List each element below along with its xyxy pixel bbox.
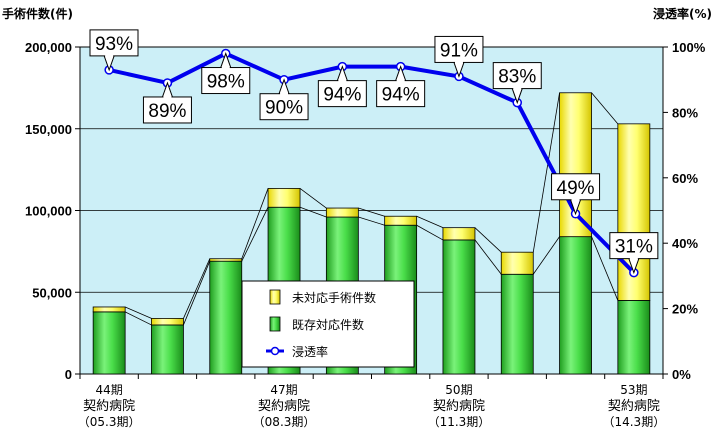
bar-unaddressed <box>384 215 418 226</box>
y-right-tick-label: 60% <box>672 171 698 186</box>
connector-existing <box>474 239 502 275</box>
connector-existing <box>299 206 327 218</box>
x-category-label: （14.3期） <box>602 415 665 429</box>
connector-existing <box>358 216 385 226</box>
y-left-axis-title: 手術件数(件) <box>2 6 73 21</box>
x-category-label: （08.3期） <box>253 415 316 429</box>
bar-unaddressed <box>325 207 359 218</box>
connector-existing <box>532 236 560 275</box>
connector-total <box>183 258 211 319</box>
connector-existing <box>241 207 269 262</box>
bar-unaddressed <box>151 318 184 326</box>
axes: 0 50,000 100,000 150,000 200,000 0% 20% 40% 60% 8… <box>25 40 706 429</box>
connector-total <box>532 92 560 253</box>
y-left-tick-label: 0 <box>65 367 72 382</box>
connector-total <box>358 207 385 217</box>
connector-existing <box>124 311 152 326</box>
legend-marker <box>270 346 280 356</box>
connector-total <box>474 227 502 253</box>
connector-total <box>591 92 619 125</box>
penetration-label: 90% <box>265 98 303 119</box>
x-category-label: （11.3期） <box>428 415 491 429</box>
legend-label: 未対応手術件数 <box>292 290 376 305</box>
callout-box <box>201 67 251 95</box>
bar-existing <box>617 300 651 375</box>
y-right-tick-label: 40% <box>672 236 698 251</box>
connector-total <box>299 188 327 209</box>
penetration-labels: 93% 89% 98% 90% 94% 94% 91% 83% 49% 31% <box>89 29 659 275</box>
y-right-tick-label: 100% <box>672 40 706 55</box>
callout-box <box>89 29 139 57</box>
y-left-tick-label: 200,000 <box>25 40 72 55</box>
legend-label: 浸透率 <box>292 344 328 359</box>
penetration-label: 94% <box>382 85 420 106</box>
x-category-label: （05.3期） <box>78 415 141 429</box>
y-right-tick-label: 0% <box>672 367 691 382</box>
penetration-line <box>104 48 639 278</box>
y-right-axis-title: 浸透率(%) <box>653 6 712 21</box>
connector-existing <box>591 236 619 301</box>
bar-unaddressed <box>209 258 243 262</box>
penetration-label: 89% <box>148 101 186 122</box>
bar-existing <box>92 311 126 375</box>
callout-box <box>609 232 659 260</box>
legend-label: 既存対応件数 <box>292 317 364 332</box>
penetration-line-path <box>108 51 636 275</box>
legend-swatch <box>269 289 281 305</box>
bar-unaddressed <box>267 188 301 208</box>
callout-box <box>259 93 309 121</box>
penetration-label: 94% <box>323 85 361 106</box>
bar-unaddressed <box>92 306 126 313</box>
x-category-label: 53期 <box>620 383 647 397</box>
connector-total <box>124 306 152 319</box>
connector-existing <box>416 224 444 241</box>
bar-connector-lines <box>124 92 619 326</box>
connector-total <box>241 188 269 259</box>
bar-existing <box>559 236 592 375</box>
bar-unaddressed <box>500 251 534 275</box>
x-category-label: 契約病院 <box>258 399 310 414</box>
y-left-tick-label: 100,000 <box>25 204 72 219</box>
penetration-label: 49% <box>557 178 595 199</box>
penetration-label: 93% <box>95 34 133 55</box>
x-category-label: 50期 <box>445 383 472 397</box>
penetration-label: 98% <box>207 72 245 93</box>
y-right-tick-label: 20% <box>672 302 698 317</box>
y-left-tick-label: 50,000 <box>32 285 72 300</box>
bar-existing <box>442 239 476 375</box>
callout-box <box>376 80 426 108</box>
x-category-label: 契約病院 <box>608 399 660 414</box>
bar-unaddressed <box>442 227 476 241</box>
x-category-label: 47期 <box>270 383 297 397</box>
connector-existing <box>183 261 211 326</box>
y-right-tick-label: 80% <box>672 105 698 120</box>
bar-existing <box>500 273 534 375</box>
x-category-label: 契約病院 <box>83 399 135 414</box>
x-category-label: 契約病院 <box>433 399 485 414</box>
connector-total <box>416 215 444 229</box>
callout-box <box>434 35 484 63</box>
penetration-label: 31% <box>615 237 653 258</box>
y-left-tick-label: 150,000 <box>25 122 72 137</box>
penetration-label: 83% <box>498 67 536 88</box>
bar-existing <box>151 324 184 375</box>
bar-existing <box>209 260 243 375</box>
callout-box <box>317 80 367 108</box>
penetration-label: 91% <box>440 40 478 61</box>
legend-swatch <box>269 316 281 332</box>
x-category-label: 44期 <box>96 383 123 397</box>
callout-box <box>551 173 601 201</box>
